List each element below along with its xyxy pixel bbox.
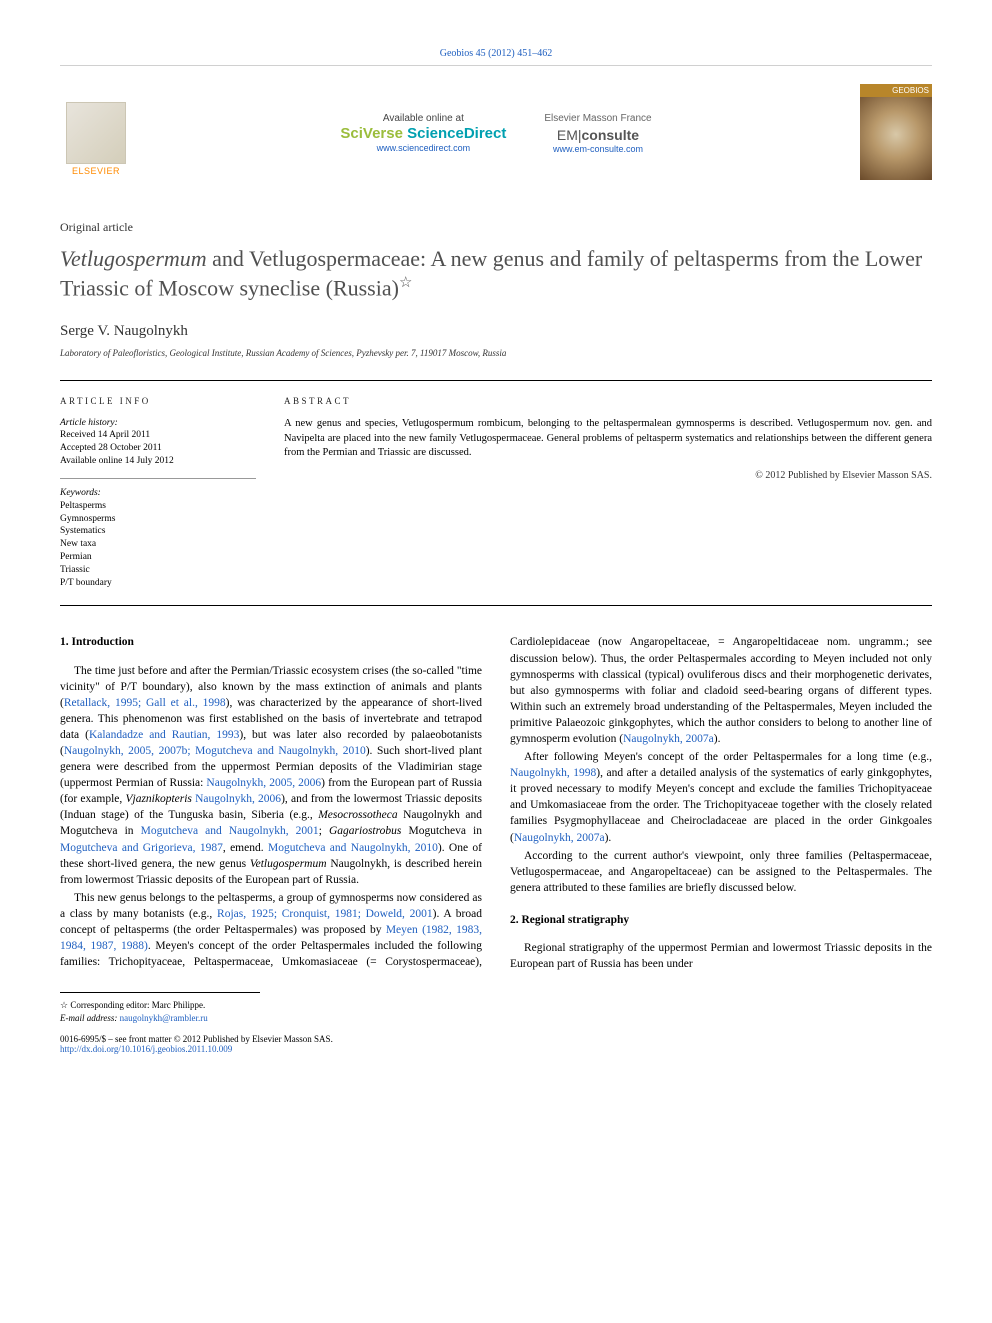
em-consulte-url[interactable]: www.em-consulte.com [553, 144, 643, 154]
taxon-name: Vjaznikopteris [125, 793, 191, 805]
em-consulte-block: Elsevier Masson France EM|consulte www.e… [544, 113, 651, 154]
em-word: EM [557, 127, 578, 143]
issn-line: 0016-6995/$ – see front matter © 2012 Pu… [60, 1034, 932, 1044]
sciencedirect-url[interactable]: www.sciencedirect.com [377, 143, 471, 153]
sciencedirect-block: Available online at SciVerse ScienceDire… [340, 113, 506, 153]
keyword: Triassic [60, 564, 256, 577]
title-star-icon: ☆ [399, 275, 412, 291]
footnote-star: ☆ Corresponding editor: Marc Philippe. [60, 999, 932, 1012]
article-type: Original article [60, 220, 932, 235]
footnote-email: E-mail address: naugolnykh@rambler.ru [60, 1012, 932, 1025]
journal-cover: GEOBIOS [860, 84, 932, 180]
citation-link[interactable]: Naugolnykh, 2007a [514, 832, 605, 844]
citation-link[interactable]: Naugolnykh, 2005, 2006 [206, 777, 321, 789]
email-label: E-mail address: [60, 1013, 117, 1023]
author-name: Serge V. Naugolnykh [60, 323, 932, 340]
sciverse-word: SciVerse [340, 125, 407, 142]
abstract-copyright: © 2012 Published by Elsevier Masson SAS. [284, 469, 932, 483]
citation-link[interactable]: Rojas, 1925; Cronquist, 1981; Doweld, 20… [217, 908, 433, 920]
elsevier-masson-label: Elsevier Masson France [544, 113, 651, 124]
elsevier-label: ELSEVIER [72, 166, 120, 176]
title-genus: Vetlugospermum [60, 246, 207, 271]
info-abstract-block: ARTICLE INFO Article history: Received 1… [60, 380, 932, 607]
citation-link[interactable]: Mogutcheva and Naugolnykh, 2001 [141, 825, 319, 837]
banner-center: Available online at SciVerse ScienceDire… [144, 111, 848, 154]
keyword: Gymnosperms [60, 513, 256, 526]
keyword: Systematics [60, 525, 256, 538]
email-link[interactable]: naugolnykh@rambler.ru [120, 1013, 208, 1023]
accepted-date: Accepted 28 October 2011 [60, 442, 256, 455]
section-heading-1: 1. Introduction [60, 634, 482, 650]
elsevier-tree-icon [66, 102, 126, 164]
taxon-name: Mesocrossotheca [318, 809, 397, 821]
keyword: P/T boundary [60, 577, 256, 590]
citation-link[interactable]: Mogutcheva and Naugolnykh, 2010 [268, 842, 438, 854]
taxon-name: Vetlugospermum [250, 858, 327, 870]
online-date: Available online 14 July 2012 [60, 455, 256, 468]
em-consulte-brand: EM|consulte [557, 127, 639, 143]
received-date: Received 14 April 2011 [60, 429, 256, 442]
cover-title: GEOBIOS [860, 84, 932, 97]
section-heading-2: 2. Regional stratigraphy [510, 912, 932, 928]
keywords-label: Keywords: [60, 487, 256, 500]
keyword: New taxa [60, 538, 256, 551]
taxon-name: Gagariostrobus [329, 825, 401, 837]
publisher-banner: ELSEVIER Available online at SciVerse Sc… [60, 84, 932, 180]
elsevier-logo: ELSEVIER [60, 88, 132, 176]
citation-link[interactable]: Naugolnykh, 1998 [510, 767, 596, 779]
abstract-text: A new genus and species, Vetlugospermum … [284, 417, 932, 461]
abstract-column: ABSTRACT A new genus and species, Vetlug… [284, 395, 932, 590]
doi-link[interactable]: http://dx.doi.org/10.1016/j.geobios.2011… [60, 1044, 232, 1054]
citation-link[interactable]: Naugolnykh, 2007a [623, 733, 714, 745]
citation-link[interactable]: Mogutcheva and Grigorieva, 1987 [60, 842, 223, 854]
sciverse-brand: SciVerse ScienceDirect [340, 125, 506, 142]
citation-link[interactable]: Naugolnykh, 2006 [192, 793, 281, 805]
body-columns: 1. Introduction The time just before and… [60, 634, 932, 972]
body-paragraph: After following Meyen's concept of the o… [510, 749, 932, 846]
info-separator [60, 478, 256, 479]
article-title: Vetlugospermum and Vetlugospermaceae: A … [60, 245, 932, 303]
body-paragraph: According to the current author's viewpo… [510, 848, 932, 896]
citation-link[interactable]: Naugolnykh, 2005, 2007b; Mogutcheva and … [64, 745, 366, 757]
article-info-heading: ARTICLE INFO [60, 395, 256, 407]
keyword: Peltasperms [60, 500, 256, 513]
article-info-column: ARTICLE INFO Article history: Received 1… [60, 395, 256, 590]
body-paragraph: The time just before and after the Permi… [60, 663, 482, 888]
footnote-separator [60, 992, 260, 993]
citation-link[interactable]: Retallack, 1995; Gall et al., 1998 [64, 697, 226, 709]
footer-bottom: 0016-6995/$ – see front matter © 2012 Pu… [60, 1034, 932, 1054]
keyword: Permian [60, 551, 256, 564]
author-affiliation: Laboratory of Paleofloristics, Geologica… [60, 348, 932, 358]
available-online-text: Available online at [383, 113, 464, 124]
journal-reference: Geobios 45 (2012) 451–462 [440, 48, 553, 59]
history-label: Article history: [60, 417, 256, 430]
consulte-word: consulte [582, 127, 640, 143]
sciencedirect-word: ScienceDirect [407, 125, 506, 142]
body-paragraph: Regional stratigraphy of the uppermost P… [510, 940, 932, 972]
header-bar: Geobios 45 (2012) 451–462 [60, 48, 932, 66]
sources-row: Available online at SciVerse ScienceDire… [340, 113, 651, 154]
abstract-heading: ABSTRACT [284, 395, 932, 408]
citation-link[interactable]: Kalandadze and Rautian, 1993 [89, 729, 239, 741]
cover-image [860, 97, 932, 180]
